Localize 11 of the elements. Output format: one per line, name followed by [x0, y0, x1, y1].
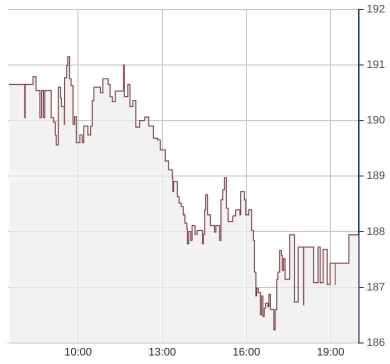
y-tick-label: 186	[366, 336, 386, 349]
x-tick-label: 10:00	[64, 346, 92, 358]
x-tick-label: 16:00	[232, 346, 260, 358]
y-tick-label: 188	[366, 226, 386, 238]
y-tick-label: 187	[366, 281, 386, 294]
y-tick-label: 192	[366, 4, 386, 16]
y-tick-label: 189	[366, 170, 386, 182]
y-tick-label: 190	[366, 114, 386, 127]
x-tick-label: 19:00	[316, 346, 344, 358]
x-tick-label: 13:00	[148, 346, 176, 358]
y-tick-label: 191	[366, 59, 386, 72]
